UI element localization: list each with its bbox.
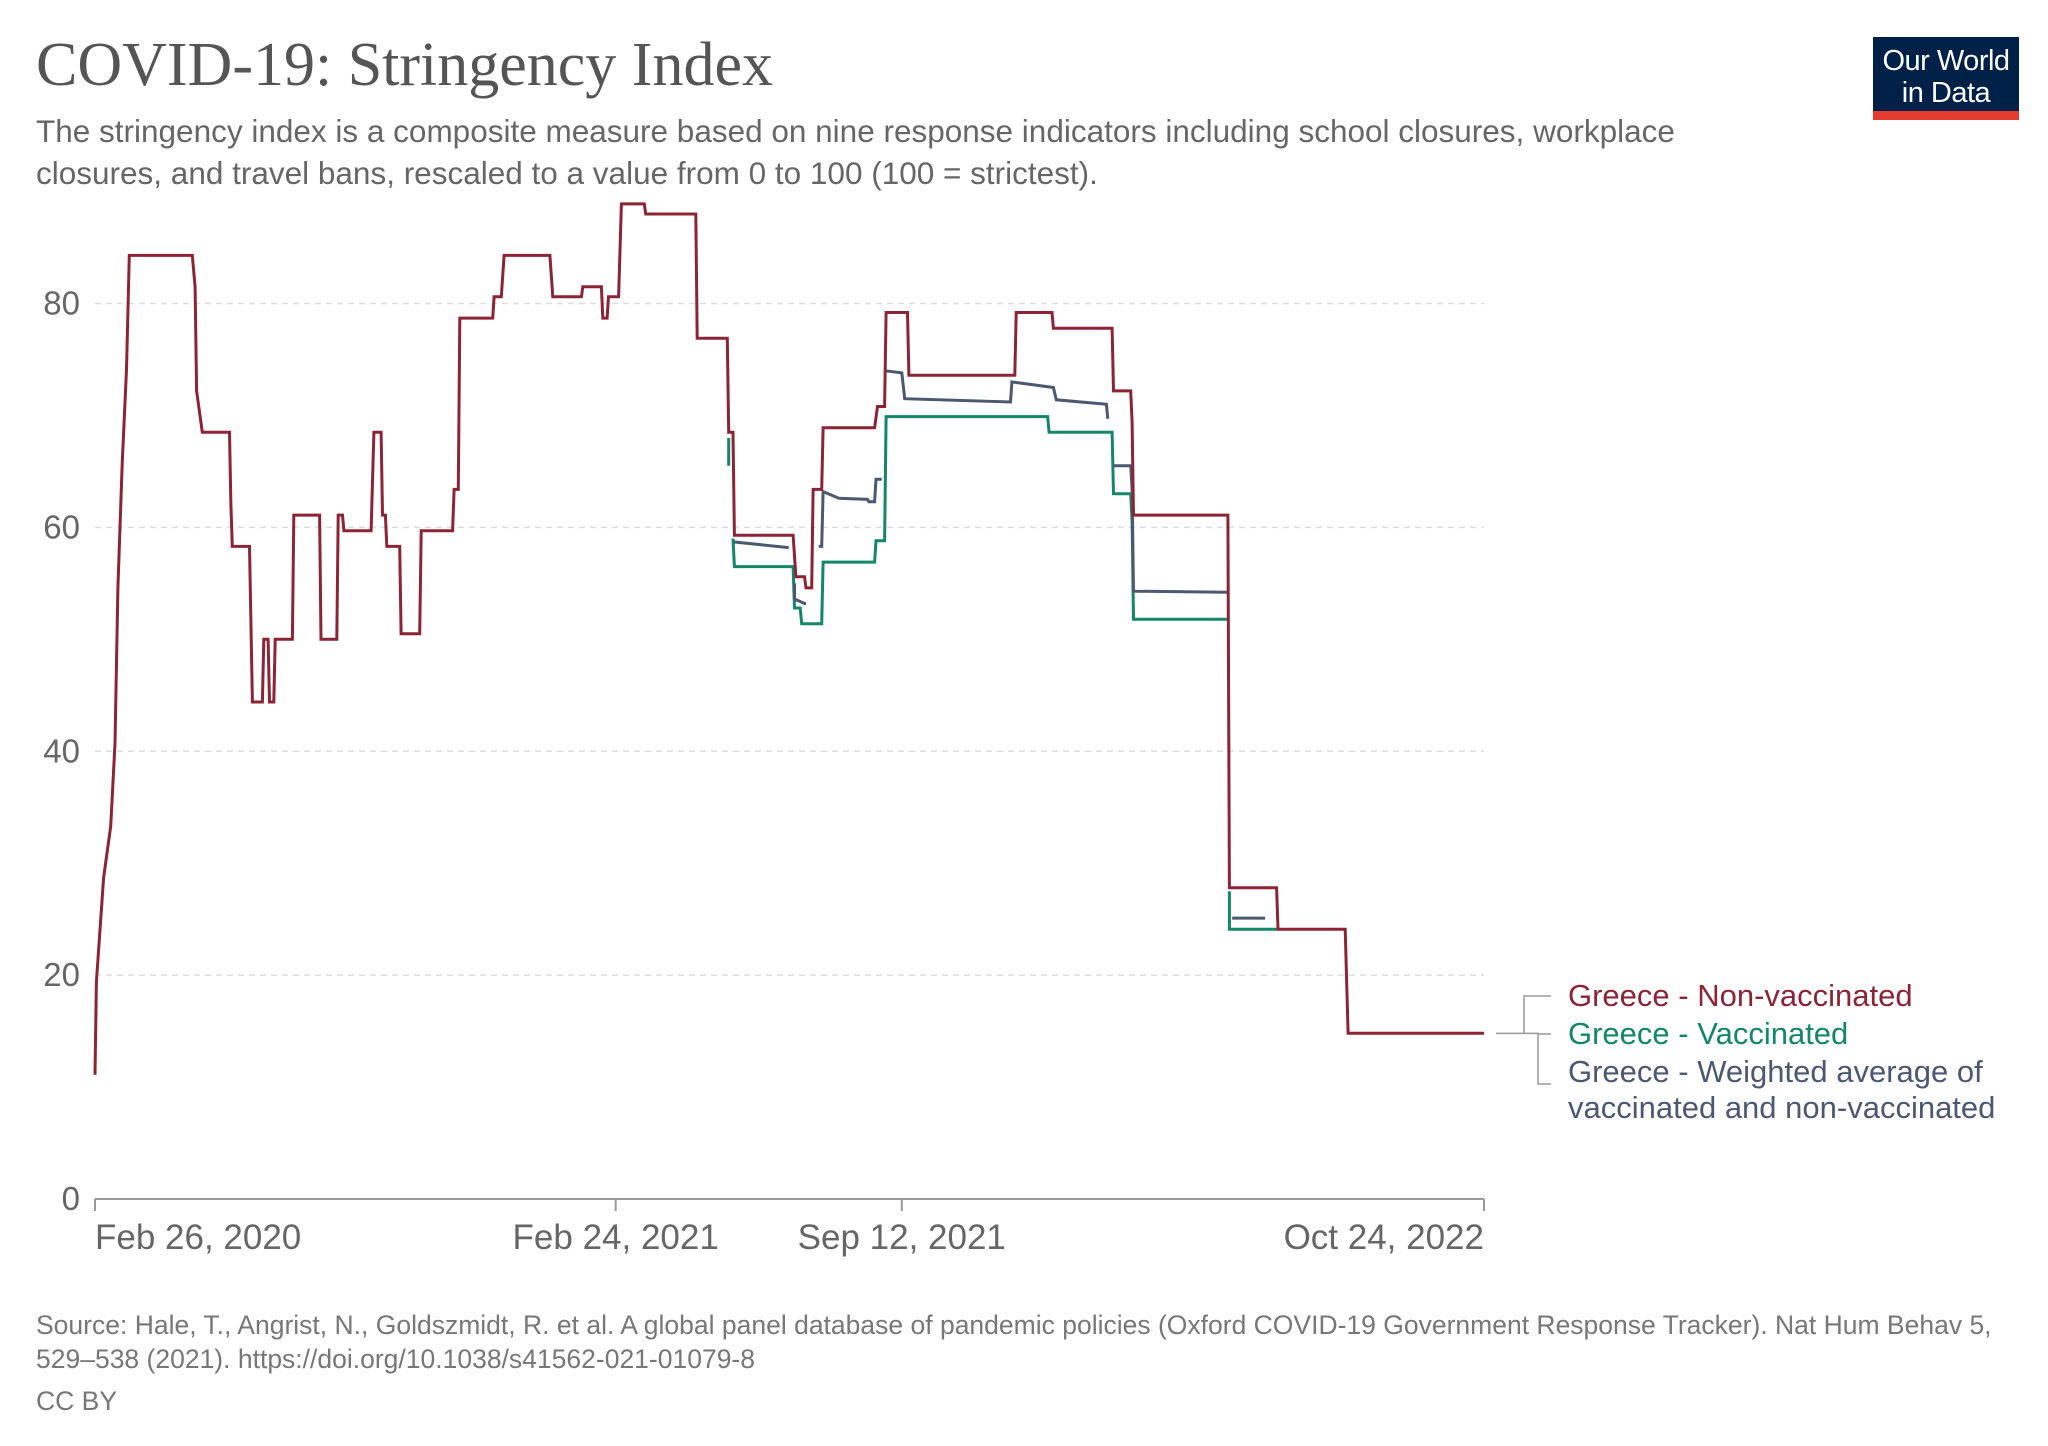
license-label: CC BY <box>36 1386 117 1416</box>
chart-subtitle: The stringency index is a composite meas… <box>36 113 1675 191</box>
y-tick-label: 40 <box>43 732 80 769</box>
legend-label: Greece - Weighted average of vaccinated a… <box>1568 1054 1995 1125</box>
source-note: Source: Hale, T., Angrist, N., Goldszmid… <box>36 1310 1992 1374</box>
chart-title: COVID-19: Stringency Index <box>36 31 773 99</box>
x-tick-label: Sep 12, 2021 <box>798 1218 1006 1257</box>
x-tick-label: Feb 24, 2021 <box>513 1218 719 1257</box>
series-line-weighted-average <box>818 477 882 548</box>
legend-label: Greece - Non-vaccinated <box>1568 978 1913 1013</box>
legend-connector <box>1524 1032 1551 1035</box>
series-line-vaccinated <box>731 415 1228 626</box>
series <box>93 202 1484 1075</box>
gridlines <box>95 302 1484 976</box>
series-line-weighted-average <box>734 540 789 550</box>
x-tick-label: Feb 26, 2020 <box>95 1218 301 1257</box>
owid-logo[interactable]: Our World in Data <box>1873 37 2019 120</box>
series-line-non-vaccinated <box>93 202 1484 1075</box>
y-tick-label: 0 <box>62 1180 80 1217</box>
series-line-weighted-average <box>884 369 1110 419</box>
logo-line-2: in Data <box>1901 77 1991 109</box>
series-line-weighted-average <box>793 583 806 605</box>
series-line-weighted-average <box>1113 464 1228 594</box>
y-tick-label: 20 <box>43 956 80 993</box>
series-line-vaccinated <box>1227 891 1278 931</box>
legend-label: Greece - Vaccinated <box>1568 1016 1848 1051</box>
x-tick-label: Oct 24, 2022 <box>1284 1218 1484 1257</box>
y-tick-label: 60 <box>43 508 80 545</box>
axes: 0 20 40 60 80 Feb 26, 2020 Feb 24, 2021 Sep 12,… <box>43 285 1485 1257</box>
legend-connector <box>1537 1034 1551 1085</box>
y-tick-label: 80 <box>43 285 80 322</box>
legend-connector <box>1523 995 1551 1034</box>
logo-line-1: Our World <box>1882 45 2010 77</box>
